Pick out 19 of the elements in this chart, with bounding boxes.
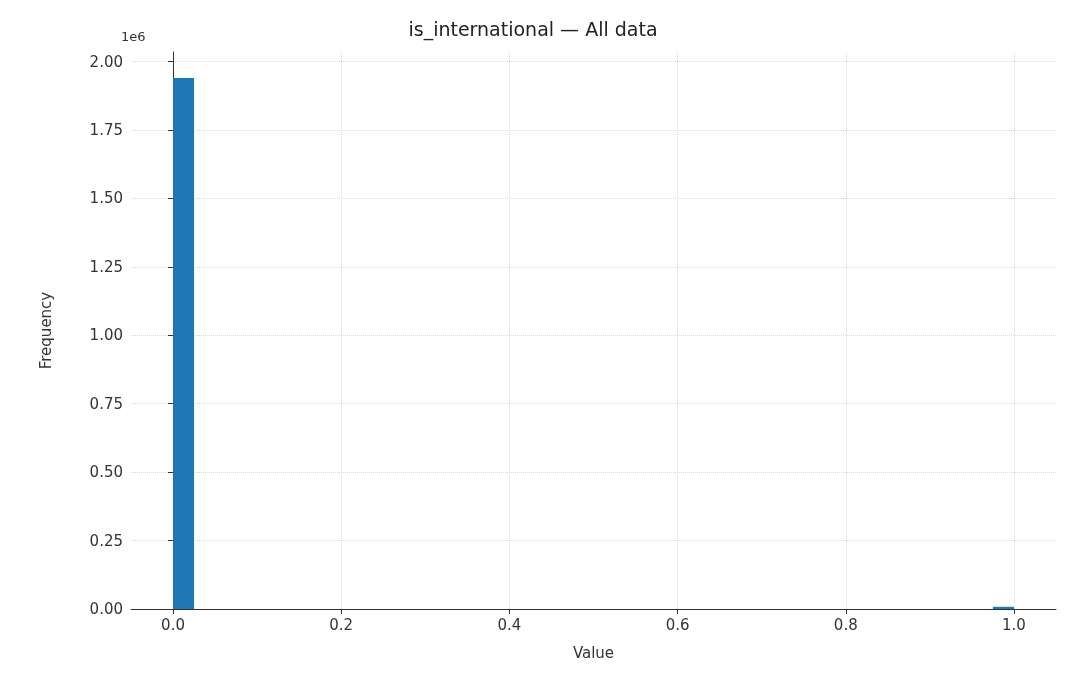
x-tick-label: 0.4	[497, 615, 522, 634]
y-tick-label: 1.50	[89, 189, 123, 208]
y-axis-title: Frequency	[36, 291, 55, 370]
y-tick-label: 1.00	[89, 326, 123, 345]
x-tick-label: 0.6	[665, 615, 690, 634]
y-tick-label: 0.25	[89, 531, 123, 550]
x-tick-label: 1.0	[1002, 615, 1026, 634]
y-tick-label: 2.00	[89, 52, 123, 71]
y-tick-label: 0.50	[89, 463, 123, 482]
y-tick-label: 0.00	[89, 600, 123, 618]
x-tick-label: 0.8	[833, 615, 858, 634]
x-axis-title: Value	[572, 643, 615, 662]
y-tick-label: 1.25	[89, 257, 123, 276]
y-tick-label: 0.75	[89, 394, 123, 413]
y-tick-label: 1.75	[89, 121, 123, 140]
x-tick-label: 0.0	[161, 615, 185, 634]
text: 1e6	[121, 29, 146, 44]
chart-title: is_international — All data	[408, 17, 658, 41]
x-tick-label: 0.2	[329, 615, 354, 634]
